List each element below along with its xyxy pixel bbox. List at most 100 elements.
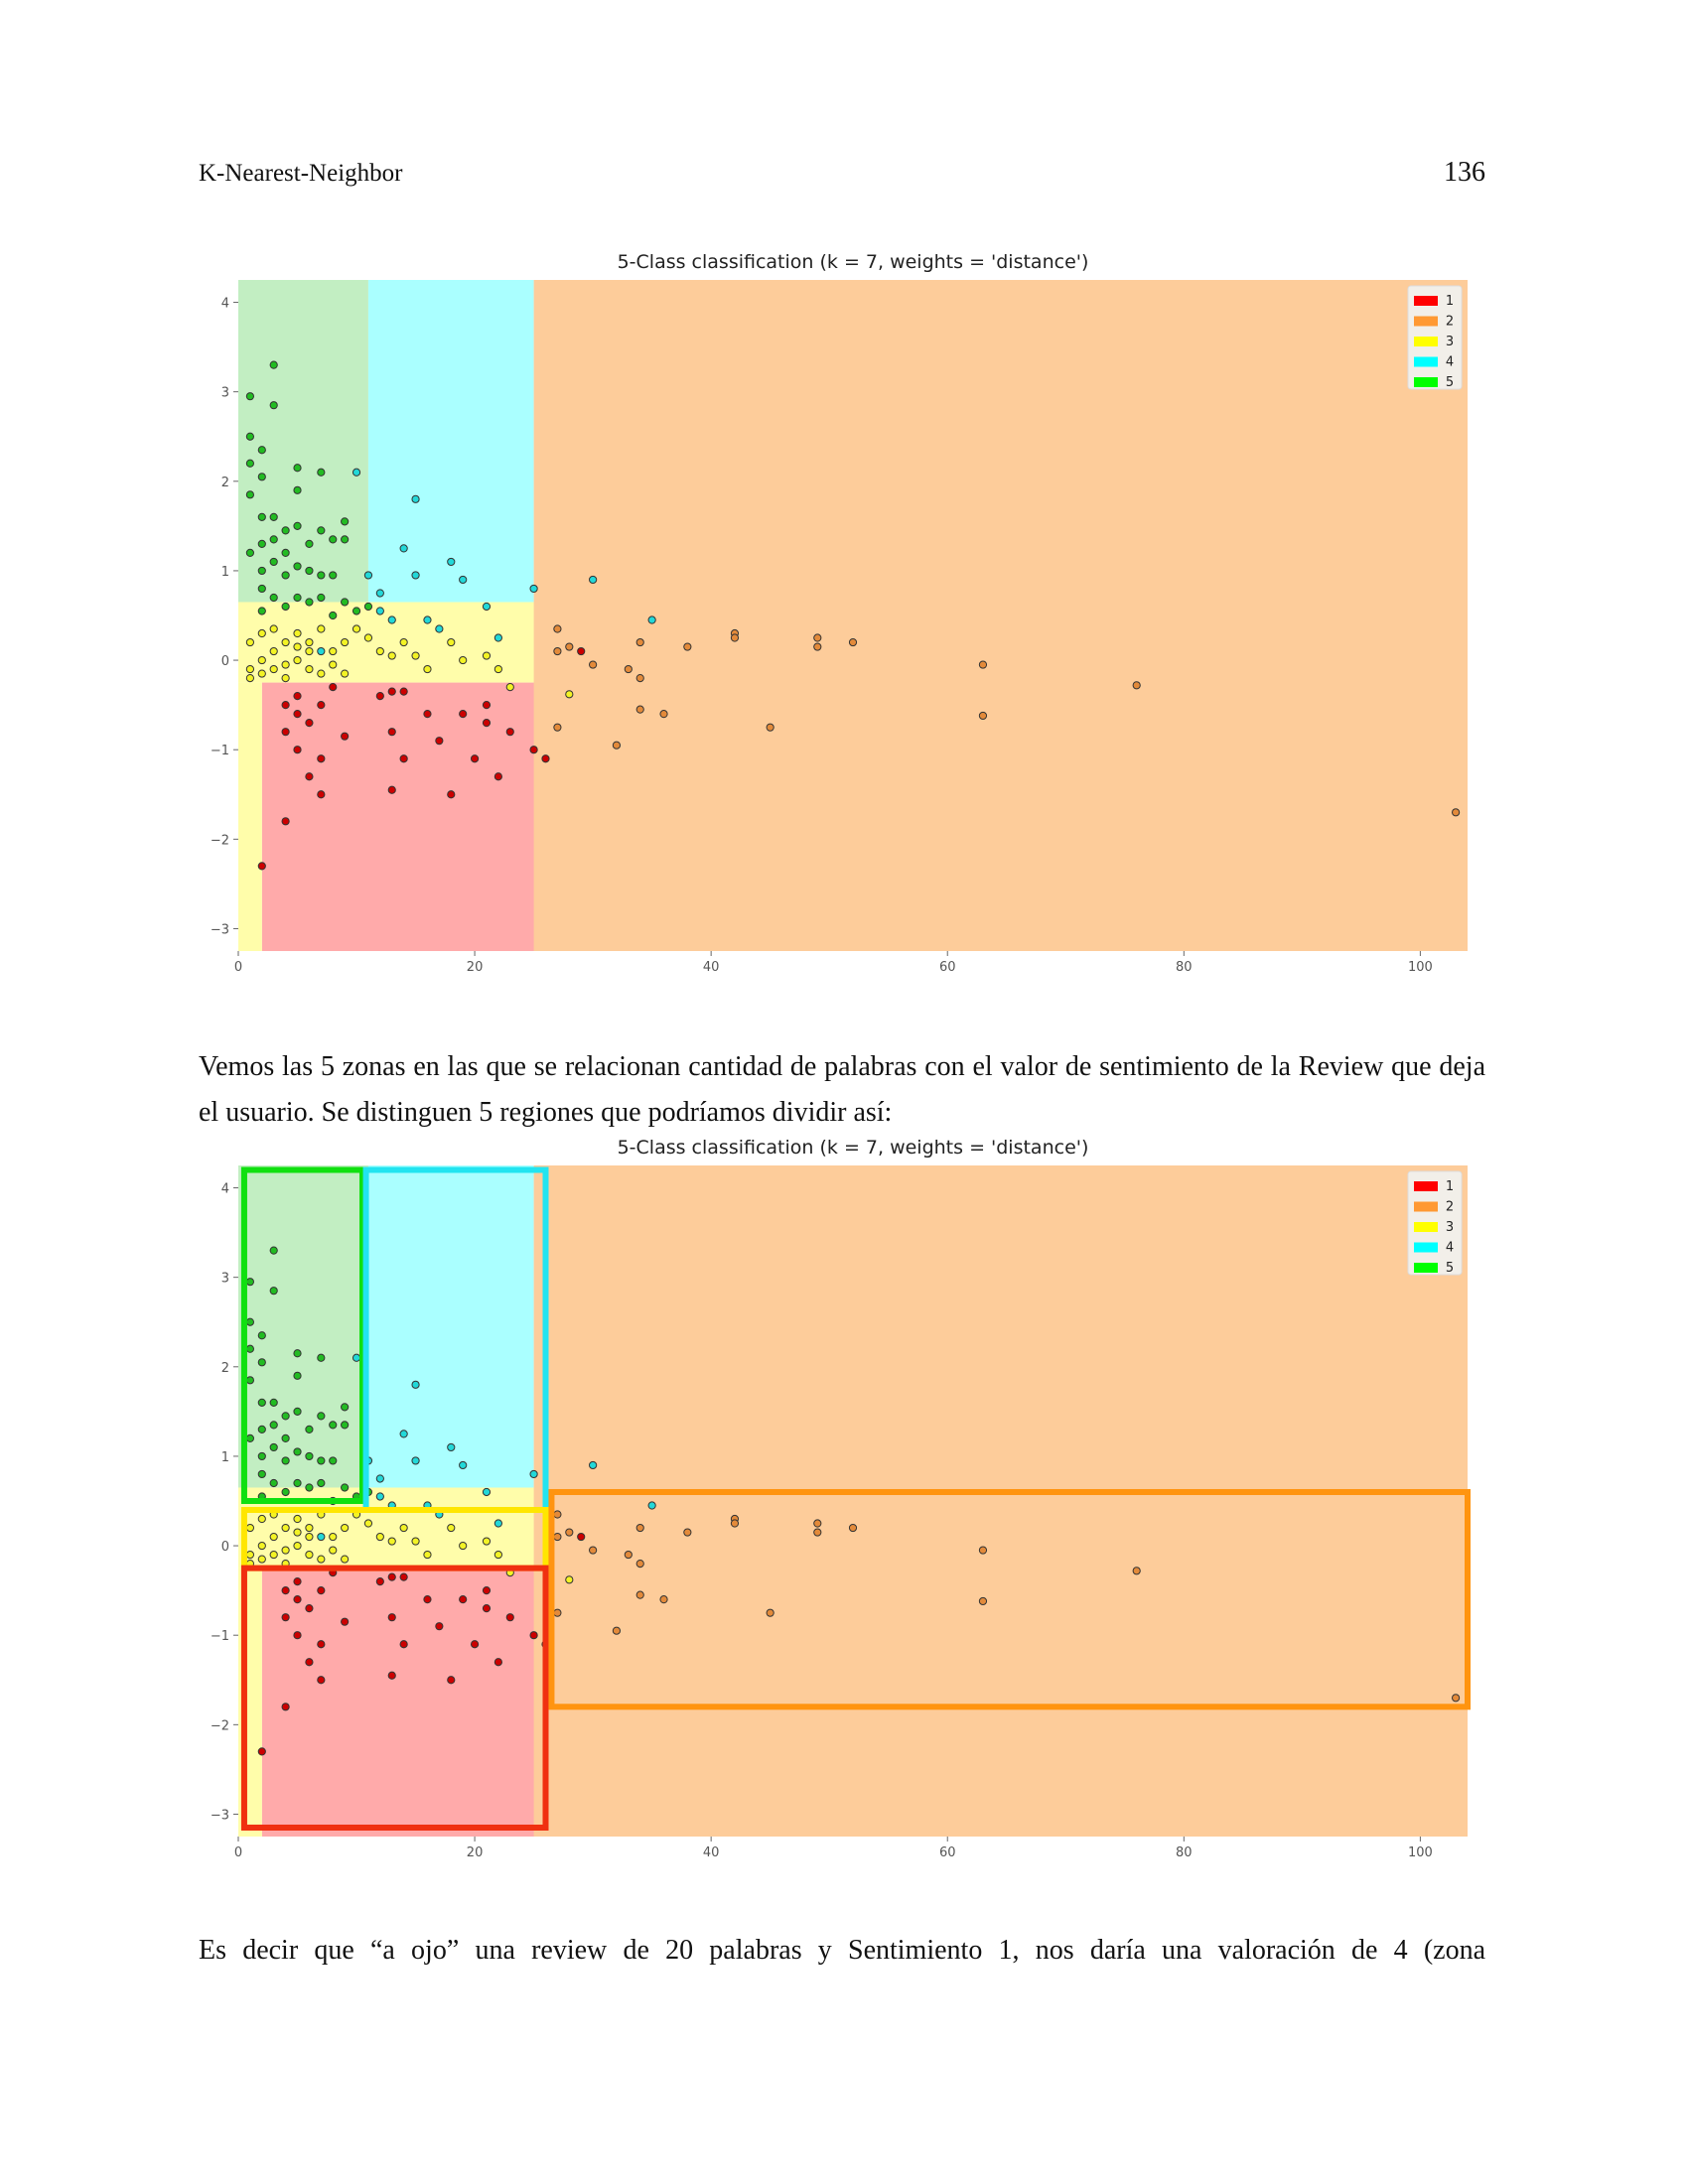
legend-swatch-3 [1414,1222,1438,1232]
decision-region-class-3 [238,682,262,951]
data-point-class-1 [281,1586,290,1595]
data-point-class-1 [387,1572,396,1581]
data-point-class-5 [305,1451,314,1461]
data-point-class-1 [387,1613,396,1622]
data-point-class-3 [305,664,314,674]
data-point-class-3 [411,651,420,660]
data-point-class-1 [317,1676,326,1685]
figure-knn-decision-regions: 5-Class classification (k = 7, weights =… [179,244,1509,979]
legend-label-5: 5 [1446,1261,1454,1276]
data-point-class-3 [293,1541,302,1551]
data-point-class-3 [281,637,290,647]
legend-label-1: 1 [1446,1179,1454,1194]
figure-knn-regions-highlighted: 5-Class classification (k = 7, weights =… [179,1130,1509,1864]
legend-label-2: 2 [1446,1200,1454,1215]
data-point-class-5 [257,1331,266,1340]
data-point-class-1 [293,746,302,754]
data-point-class-1 [317,754,326,763]
data-point-class-4 [411,571,420,580]
data-point-class-5 [245,490,255,499]
data-point-class-5 [341,1421,350,1430]
x-tick-label: 20 [467,1845,484,1860]
data-point-class-5 [281,602,290,612]
legend-label-4: 4 [1446,1241,1454,1256]
data-point-class-2 [612,1626,622,1635]
data-point-class-5 [317,1456,326,1465]
data-point-class-3 [565,690,574,699]
data-point-class-1 [505,1613,514,1622]
highlight-box-class-5 [240,1166,365,1505]
y-tick-label: 4 [221,297,229,312]
data-point-class-2 [766,723,774,732]
data-point-class-4 [482,1487,492,1497]
data-point-class-5 [293,1371,302,1380]
data-point-class-5 [245,432,255,441]
data-point-class-2 [635,1523,644,1533]
legend-label-3: 3 [1446,335,1454,349]
data-point-class-5 [329,611,338,620]
data-point-class-5 [305,566,314,576]
data-point-class-3 [459,655,468,665]
data-point-class-5 [293,1407,302,1416]
data-point-class-3 [293,655,302,665]
data-point-class-4 [482,602,492,612]
highlight-box-class-2 [548,1488,1472,1710]
data-point-class-2 [612,741,622,750]
data-point-class-3 [257,1514,266,1524]
x-tick-label: 40 [703,960,720,975]
data-point-class-4 [375,589,384,598]
running-header: K-Nearest-Neighbor 136 [199,157,1485,193]
legend-label-3: 3 [1446,1220,1454,1235]
data-point-class-5 [317,1478,326,1488]
data-point-class-1 [423,1595,432,1604]
x-tick-label: 100 [1408,1845,1433,1860]
data-point-class-1 [493,1658,502,1667]
data-point-class-1 [281,701,290,710]
data-point-class-1 [399,754,408,763]
data-point-class-4 [459,575,468,585]
y-tick-label: −3 [211,922,229,937]
x-tick-label: 0 [234,960,242,975]
y-tick-label: −2 [211,1718,229,1733]
data-point-class-5 [293,1478,302,1488]
data-point-class-1 [423,710,432,719]
data-point-class-5 [245,392,255,401]
data-point-class-2 [813,633,822,642]
data-point-class-2 [553,1510,562,1519]
data-point-class-2 [635,705,644,714]
data-point-class-4 [317,646,326,656]
data-point-class-2 [848,637,858,647]
data-point-class-5 [305,1483,314,1492]
data-point-class-3 [269,1550,278,1560]
data-point-class-1 [399,687,408,696]
legend-swatch-4 [1414,1242,1438,1253]
decision-region-class-5 [238,1165,368,1488]
data-point-class-3 [245,1523,255,1533]
data-point-class-3 [281,1546,290,1555]
data-point-class-5 [257,1469,266,1479]
data-point-class-2 [1451,1694,1461,1703]
data-point-class-1 [541,754,550,763]
data-point-class-5 [293,464,302,473]
x-tick-label: 20 [467,960,484,975]
data-point-class-2 [635,1590,644,1599]
data-point-class-2 [635,673,644,683]
data-point-class-1 [482,1586,492,1595]
data-point-class-1 [305,1604,314,1613]
data-point-class-2 [553,646,562,656]
data-point-class-1 [317,790,326,799]
y-tick-label: 0 [221,1540,229,1555]
legend-label-5: 5 [1446,375,1454,390]
y-tick-label: 3 [221,1272,229,1287]
highlight-box-class-1 [240,1565,549,1831]
y-tick-label: 1 [221,1450,229,1465]
data-point-class-5 [269,593,278,603]
data-point-class-3 [341,637,350,647]
data-point-class-3 [269,1532,278,1542]
data-point-class-1 [293,710,302,719]
data-point-class-4 [399,544,408,553]
data-point-class-3 [257,669,266,678]
data-point-class-5 [257,473,266,481]
data-point-class-3 [387,1537,396,1546]
data-point-class-5 [305,539,314,548]
